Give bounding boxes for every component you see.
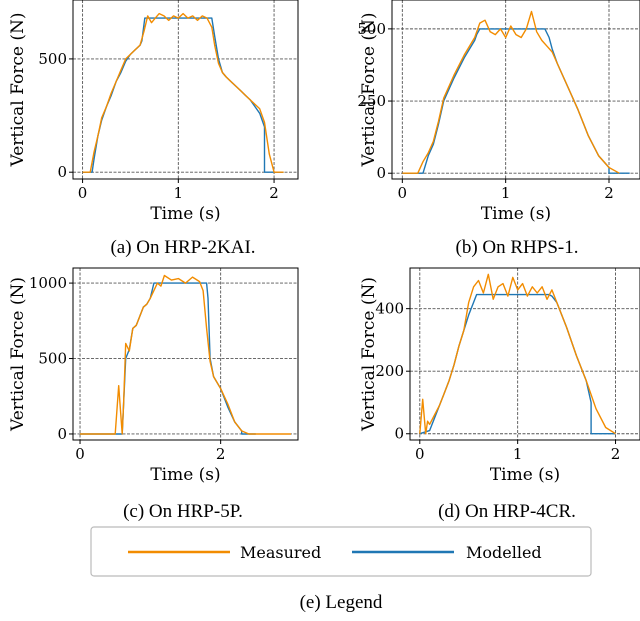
series-line-modelled xyxy=(82,17,284,173)
x-axis-label: Time (s) xyxy=(481,204,551,224)
caption-d: (d) On HRP-4CR. xyxy=(438,501,576,522)
legend-label-modelled: Modelled xyxy=(466,543,542,562)
x-tick-label: 1 xyxy=(174,184,184,202)
x-tick-label: 0 xyxy=(78,184,88,202)
y-tick-label: 200 xyxy=(375,362,404,380)
y-axis-label: Vertical Force (N) xyxy=(8,277,28,432)
x-axis-label: Time (s) xyxy=(150,465,220,485)
caption-a: (a) On HRP-2KAI. xyxy=(110,237,255,258)
caption-b: (b) On RHPS-1. xyxy=(456,237,579,258)
y-tick-label: 500 xyxy=(357,20,386,38)
y-tick-label: 400 xyxy=(375,300,404,318)
x-tick-label: 1 xyxy=(513,445,523,463)
y-tick-label: 1000 xyxy=(29,274,67,292)
x-tick-label: 2 xyxy=(216,445,226,463)
x-tick-label: 1 xyxy=(501,184,511,202)
x-tick-label: 2 xyxy=(604,184,614,202)
y-tick-label: 0 xyxy=(57,163,67,181)
series-line-measured xyxy=(419,273,616,435)
x-tick-label: 2 xyxy=(269,184,279,202)
x-tick-label: 0 xyxy=(75,445,85,463)
x-tick-label: 0 xyxy=(415,445,425,463)
axes-frame xyxy=(391,0,640,180)
panel-1: 0 1 2 0 250 500 Time (s) Vertical Force (N) xyxy=(357,0,640,224)
legend-frame xyxy=(90,526,592,577)
x-axis-label: Time (s) xyxy=(150,204,220,224)
panel-3: 0 1 2 0 200 400 Time (s) Vertical Force (N) xyxy=(359,267,640,485)
y-tick-label: 500 xyxy=(38,350,67,368)
caption-e: (e) Legend xyxy=(300,592,383,613)
x-tick-label: 0 xyxy=(398,184,408,202)
series-line-measured xyxy=(80,274,291,435)
panel-0: 0 1 2 0 500 Time (s) Vertical Force (N) xyxy=(8,0,299,224)
x-tick-label: 2 xyxy=(611,445,621,463)
x-axis-label: Time (s) xyxy=(490,465,560,485)
caption-c: (c) On HRP-5P. xyxy=(123,501,243,522)
panel-2: 0 2 0 500 1000 Time (s) Vertical Force (N) xyxy=(8,267,299,485)
y-axis-label: Vertical Force (N) xyxy=(359,277,379,432)
legend: Measured Modelled xyxy=(90,526,592,577)
y-tick-label: 250 xyxy=(357,92,386,110)
y-axis-label: Vertical Force (N) xyxy=(359,12,379,167)
y-axis-label: Vertical Force (N) xyxy=(8,12,28,167)
axes-frame xyxy=(72,0,299,180)
y-tick-label: 500 xyxy=(38,50,67,68)
legend-label-measured: Measured xyxy=(240,543,321,562)
axes-frame xyxy=(72,267,299,441)
y-tick-label: 0 xyxy=(394,425,404,443)
series-line-measured xyxy=(82,12,284,173)
series-line-measured xyxy=(402,10,620,174)
y-tick-label: 0 xyxy=(376,164,386,182)
axes-frame xyxy=(409,267,640,441)
y-tick-label: 0 xyxy=(57,425,67,443)
